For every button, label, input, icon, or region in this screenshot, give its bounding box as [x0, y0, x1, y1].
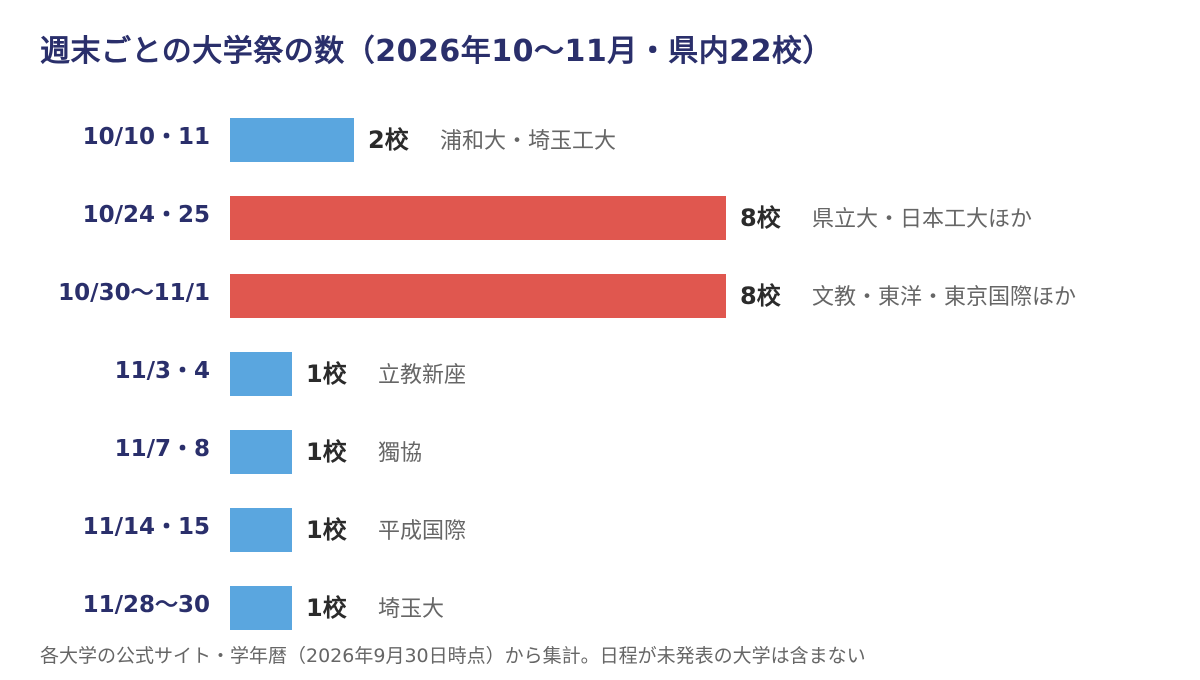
category-label: 10/10・11 [83, 124, 210, 150]
bar [230, 118, 354, 162]
category-label: 11/3・4 [115, 358, 210, 384]
bar [230, 430, 292, 474]
category-label: 11/7・8 [115, 436, 210, 462]
bar-row: 11/3・4 1校 立教新座 [115, 352, 466, 396]
bar-annotation: 立教新座 [378, 363, 466, 388]
bar-row: 10/30〜11/1 8校 文教・東洋・東京国際ほか [58, 274, 1076, 318]
bar-annotation: 県立大・日本工大ほか [812, 207, 1032, 232]
value-label: 8校 [740, 204, 782, 232]
value-label: 1校 [306, 516, 348, 544]
bar-annotation: 獨協 [378, 441, 422, 466]
category-label: 10/24・25 [83, 202, 210, 228]
value-label: 2校 [368, 126, 410, 154]
bar-annotation: 浦和大・埼玉工大 [440, 129, 616, 154]
bar-row: 11/28〜30 1校 埼玉大 [83, 586, 444, 630]
bar-row: 10/24・25 8校 県立大・日本工大ほか [83, 196, 1032, 240]
bar-annotation: 平成国際 [378, 519, 466, 544]
bar [230, 508, 292, 552]
source-footnote: 各大学の公式サイト・学年暦（2026年9月30日時点）から集計。日程が未発表の大… [40, 645, 866, 667]
value-label: 8校 [740, 282, 782, 310]
category-label: 11/28〜30 [83, 592, 210, 618]
bar-annotation: 文教・東洋・東京国際ほか [812, 285, 1076, 310]
bar-row: 11/14・15 1校 平成国際 [83, 508, 466, 552]
category-label: 11/14・15 [83, 514, 210, 540]
bar-annotation: 埼玉大 [378, 597, 444, 622]
chart-title: 週末ごとの大学祭の数（2026年10〜11月・県内22校） [40, 34, 833, 69]
value-label: 1校 [306, 438, 348, 466]
bar [230, 274, 726, 318]
bar [230, 352, 292, 396]
value-label: 1校 [306, 360, 348, 388]
bar [230, 586, 292, 630]
bar-row: 11/7・8 1校 獨協 [115, 430, 422, 474]
value-label: 1校 [306, 594, 348, 622]
bar [230, 196, 726, 240]
bar-row: 10/10・11 2校 浦和大・埼玉工大 [83, 118, 616, 162]
category-label: 10/30〜11/1 [58, 280, 210, 306]
